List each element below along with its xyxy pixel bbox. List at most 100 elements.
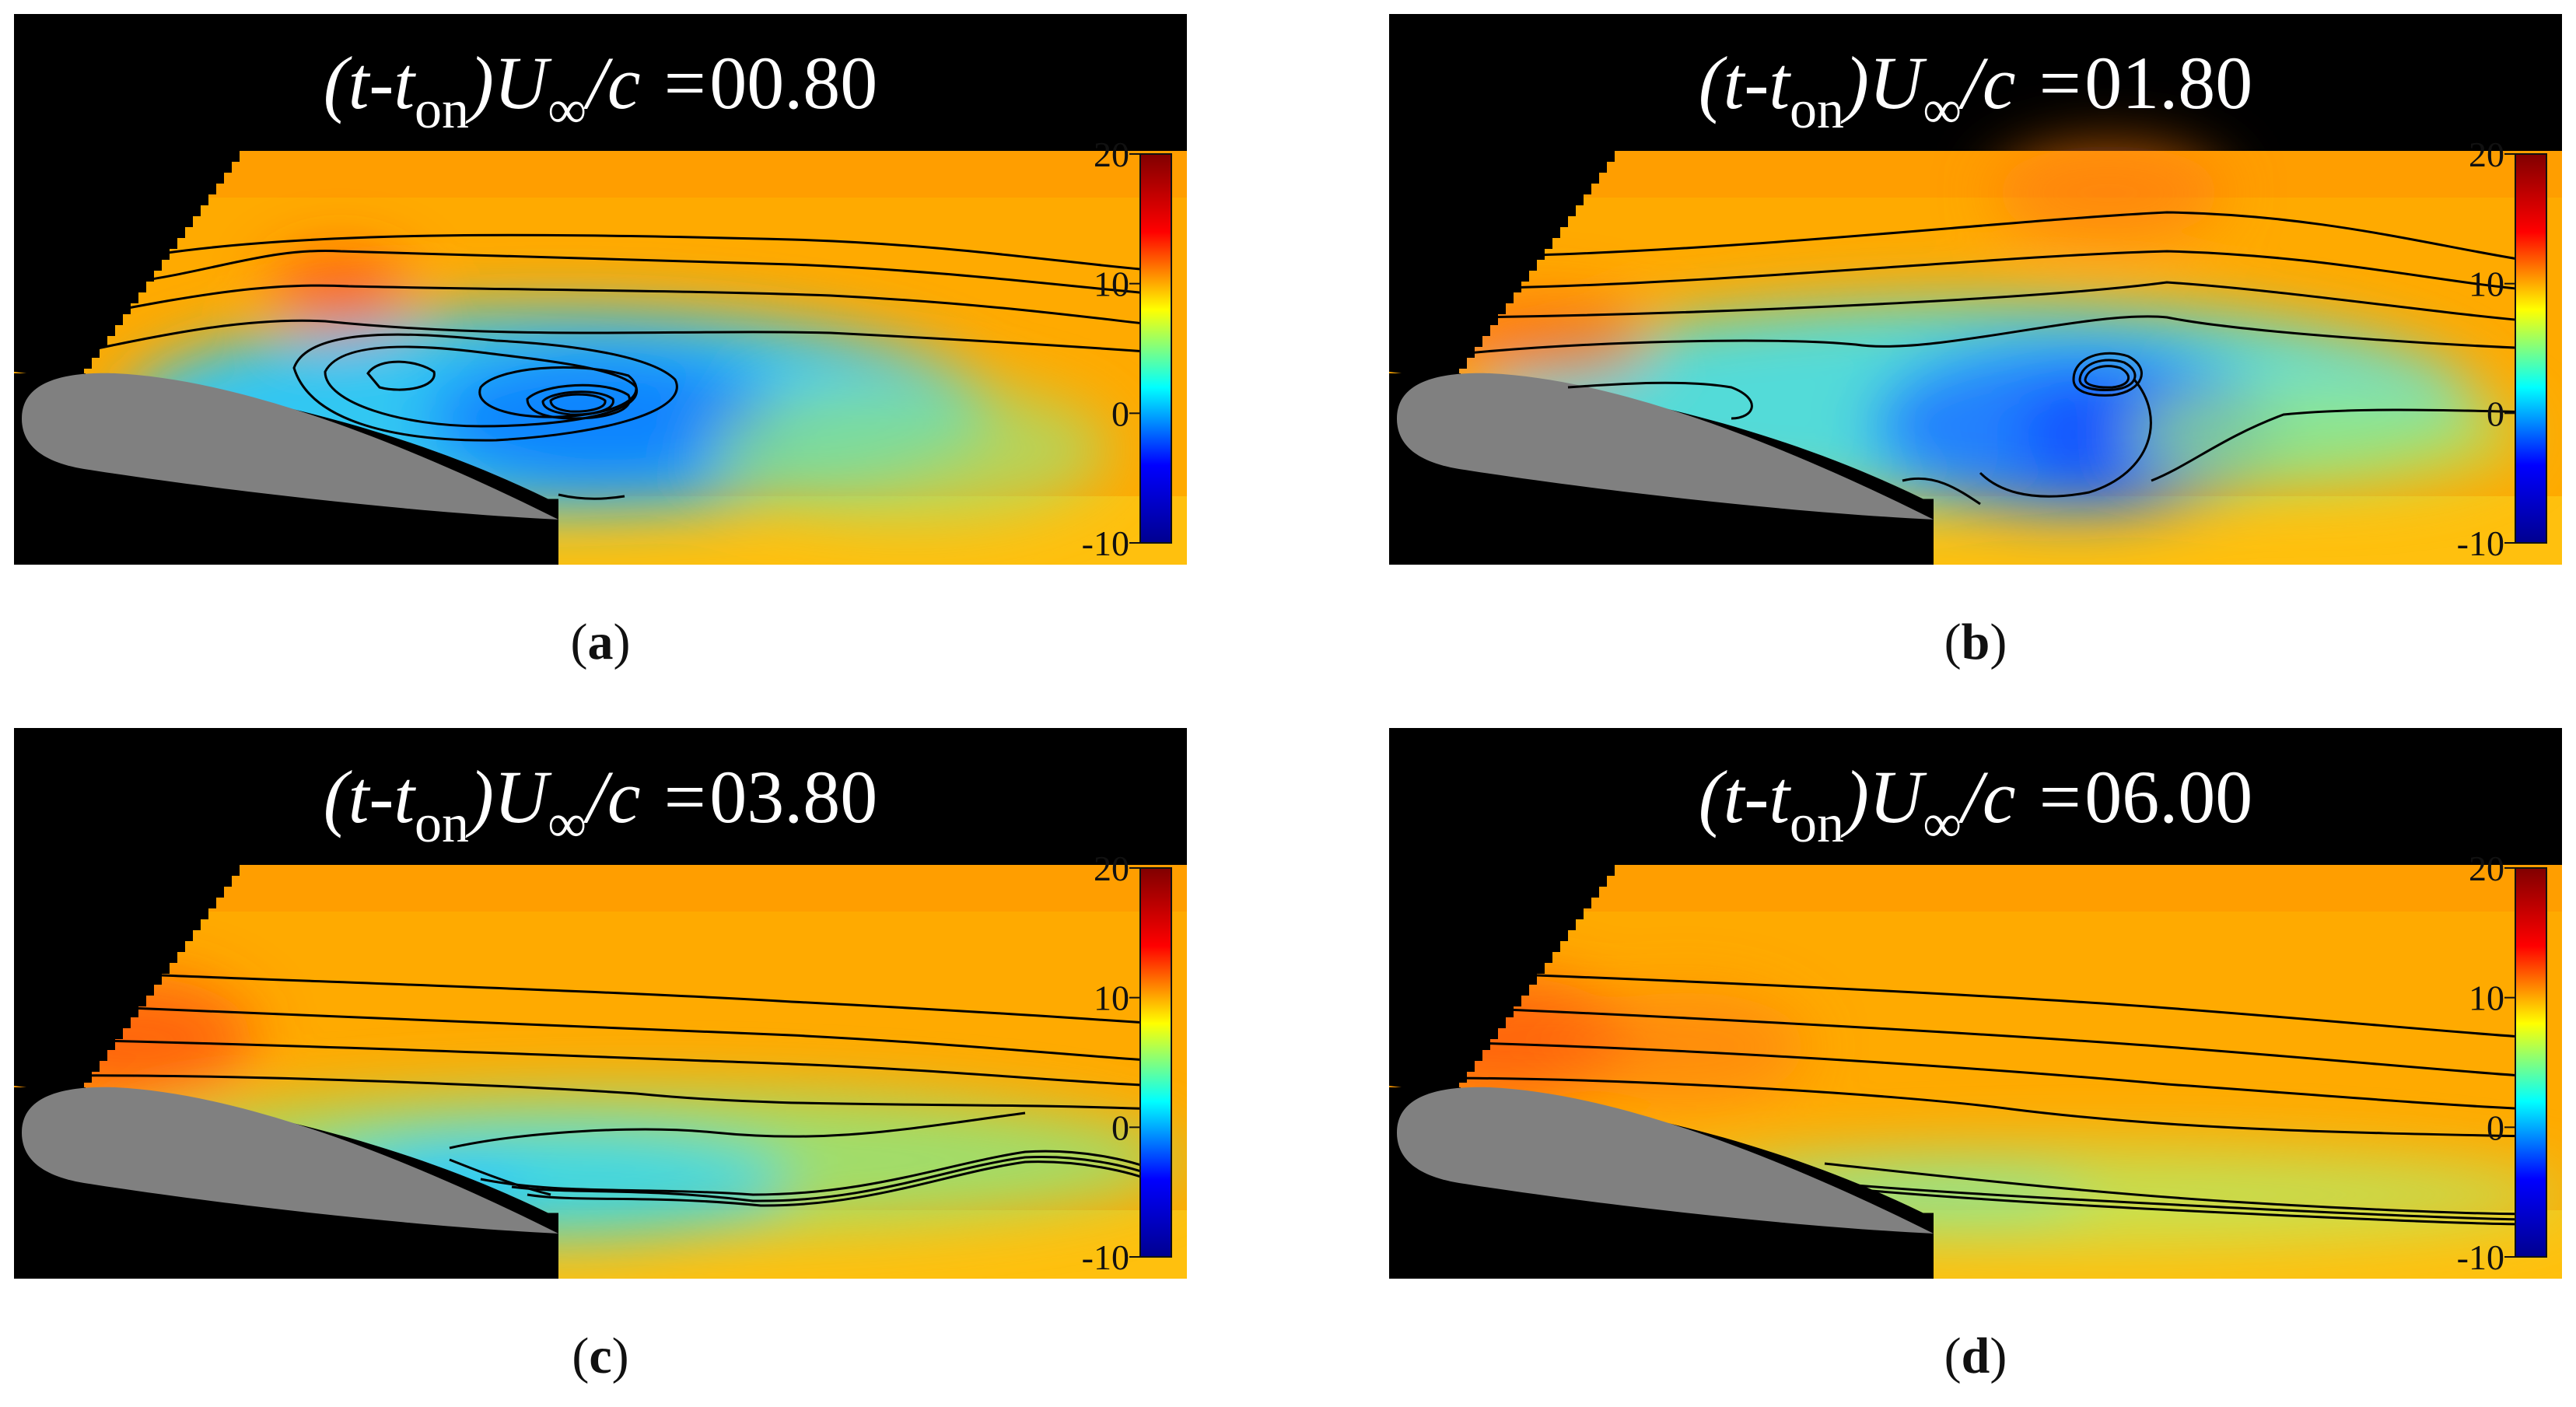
streamline [1871,1189,2533,1226]
title-tail: /c = [1962,754,2085,838]
streamline [1902,477,1981,506]
streamline [1824,1162,2533,1216]
streamline [1505,250,2533,292]
streamline [130,1006,1158,1062]
streamline [2072,352,2143,397]
streamline [1855,1184,2533,1221]
mask-region [1389,865,1615,1094]
title-prefix: (t-t [1698,754,1790,838]
colorbar-tick-label: -10 [2457,523,2504,563]
streamline [1435,315,2533,358]
title-time-value: 06.00 [2084,754,2253,838]
colorbar-tick-label: 10 [1094,978,1129,1018]
flow-field-plot: 20 10 0 -10 (t-t on)U ∞/c = 00.80 [14,14,1187,565]
colorbar-tick-label: 0 [1111,1108,1129,1147]
title-subscript-on: on [1790,794,1844,854]
streamline [449,1111,1026,1150]
colorbar-tick-label: 20 [1094,849,1129,888]
streamlines [60,974,1158,1207]
title-mid: )U [1844,754,1923,838]
flow-field-svg: 20 10 0 -10 [14,849,1187,1279]
title-tail: /c = [586,754,710,838]
streamline [480,1150,1158,1196]
mask-region [1389,151,1615,380]
field-region [271,255,411,333]
streamline [1474,281,2533,323]
panel-title: (t-t on)U ∞/c = 00.80 [14,14,1187,151]
flow-field-plot: 20 10 0 -10 (t-t on)U ∞/c = 01.80 [1389,14,2562,565]
panel-caption: (d) [1944,1328,2007,1384]
title-time-value: 03.80 [709,754,878,838]
panel-title: (t-t on)U ∞/c = 03.80 [14,728,1187,865]
streamline [478,366,638,418]
title-subscript-on: on [1790,80,1844,140]
caption-letter: b [1961,614,1990,670]
airfoil [22,373,558,520]
streamline [1505,1008,2533,1078]
streamline [1435,1076,2533,1138]
title-subscript-inf: ∞ [548,794,587,854]
streamline [2084,365,2130,389]
title-prefix: (t-t [1698,40,1790,124]
colorbar-tick-label: 20 [2469,849,2504,888]
colorbar [1139,867,1172,1258]
mask-region [14,151,240,380]
mask-region [14,865,240,1094]
colorbar-tick-label: 10 [2469,978,2504,1018]
airfoil [22,1087,558,1234]
streamline [99,284,1158,327]
panel-caption: (a) [570,614,631,670]
colorbar-tick-label: -10 [2457,1237,2504,1277]
title-time-value: 00.80 [709,40,878,124]
panel-caption: (b) [1944,614,2007,670]
streamlines [1435,974,2533,1226]
airfoil [1397,373,1934,520]
caption-letter: a [587,614,614,670]
field-region [2120,380,2525,488]
streamline [99,1039,1158,1087]
streamline [511,1155,1158,1202]
streamline [2078,359,2137,391]
field-region [426,348,784,488]
streamline [1536,211,2533,263]
flow-field-plot: 20 10 0 -10 (t-t on)U ∞/c = 06.00 [1389,728,2562,1279]
streamline [366,360,436,391]
streamline [130,249,1158,296]
field-region [706,380,1111,520]
flow-field-svg: 20 10 0 -10 [14,135,1187,565]
title-subscript-on: on [415,794,469,854]
title-subscript-inf: ∞ [1923,80,1962,140]
title-mid: )U [1844,40,1923,124]
streamline [1536,974,2533,1039]
streamline [527,1160,1158,1207]
streamline [161,974,1158,1025]
colorbar-tick-label: 0 [2487,1108,2504,1147]
streamline [292,333,678,442]
colorbar-tick-label: 20 [2469,135,2504,174]
title-prefix: (t-t [323,754,415,838]
caption-letter: c [589,1328,612,1384]
streamline [549,393,607,413]
panel-title: (t-t on)U ∞/c = 01.80 [1389,14,2562,151]
title-subscript-on: on [415,80,469,140]
streamline [1567,381,1753,420]
title-subscript-inf: ∞ [1923,794,1962,854]
title-mid: )U [469,40,548,124]
caption-letter: d [1961,1328,1990,1384]
title-tail: /c = [586,40,710,124]
title-mid: )U [469,754,548,838]
colorbar-tick-label: 10 [2469,264,2504,304]
colorbar-tick-label: 10 [1094,264,1129,304]
title-tail: /c = [1962,40,2085,124]
streamline [2151,408,2533,482]
streamline [161,233,1158,272]
colorbar [1139,153,1172,544]
streamline [1474,1041,2533,1111]
streamlines [60,233,1158,500]
panel-caption: (c) [572,1328,629,1384]
streamline [60,1074,1158,1111]
title-prefix: (t-t [323,40,415,124]
streamline [1979,379,2152,498]
title-time-value: 01.80 [2084,40,2253,124]
colorbar-tick-label: -10 [1082,523,1129,563]
